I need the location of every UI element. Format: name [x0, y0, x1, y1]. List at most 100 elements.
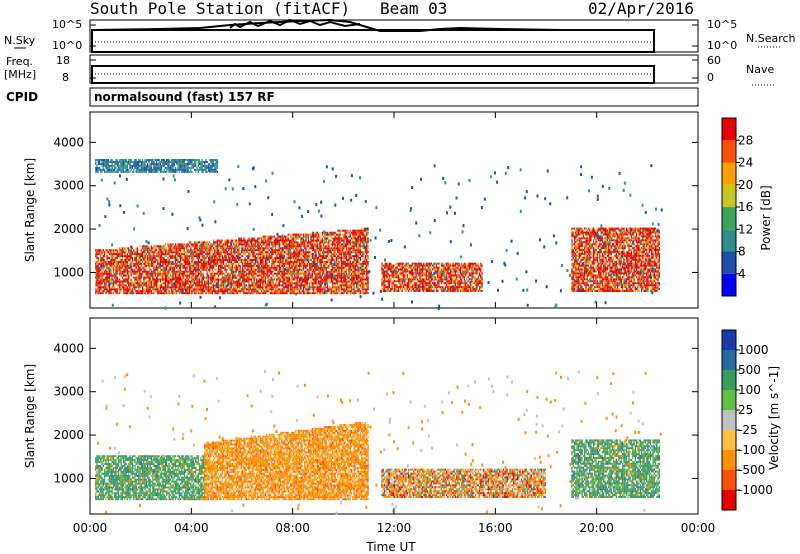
data-cell: [307, 241, 308, 243]
data-cell: [329, 236, 330, 238]
data-cell: [280, 236, 281, 238]
data-cell: [270, 282, 271, 284]
data-cell: [198, 267, 199, 269]
data-cell: [95, 277, 96, 279]
data-cell: [171, 247, 172, 249]
data-cell: [238, 273, 239, 275]
data-cell: [176, 290, 177, 292]
data-cell: [385, 284, 386, 286]
data-cell: [351, 247, 352, 249]
data-cell: [165, 281, 166, 283]
data-cell: [238, 259, 239, 261]
data-cell: [229, 245, 230, 247]
data-cell: [200, 275, 201, 277]
data-cell: [222, 273, 223, 275]
data-cell: [250, 284, 251, 286]
data-cell: [180, 255, 181, 257]
data-cell: [355, 261, 356, 263]
data-cell: [246, 288, 247, 290]
data-cell: [215, 261, 216, 263]
data-cell: [204, 281, 205, 283]
data-cell: [252, 238, 253, 240]
data-cell: [136, 290, 137, 292]
data-cell: [338, 238, 339, 240]
data-cell: [304, 236, 305, 238]
data-cell: [104, 255, 105, 257]
nsearch-top-tick: 10^5: [707, 18, 737, 31]
data-cell: [246, 269, 247, 271]
data-cell: [323, 271, 324, 273]
data-cell: [236, 241, 237, 243]
data-cell: [145, 265, 146, 267]
data-cell: [312, 236, 313, 238]
data-cell: [227, 281, 228, 283]
data-cell: [119, 265, 120, 267]
data-cell: [204, 257, 205, 259]
data-cell: [189, 257, 190, 259]
data-cell: [242, 247, 243, 249]
data-cell: [386, 272, 387, 274]
data-cell: [317, 284, 318, 286]
data-cell: [337, 271, 338, 273]
data-cell: [183, 267, 184, 269]
data-cell: [281, 263, 282, 265]
data-cell: [354, 292, 355, 294]
data-cell: [193, 281, 194, 283]
data-cell: [169, 245, 170, 247]
nave-bottom-tick: 0: [707, 71, 714, 84]
data-cell: [305, 275, 306, 277]
data-cell: [331, 251, 332, 253]
data-cell: [233, 277, 234, 279]
data-cell: [313, 253, 314, 255]
data-cell: [333, 279, 334, 281]
data-cell: [357, 232, 358, 234]
data-cell: [266, 284, 267, 286]
data-cell: [354, 290, 355, 292]
data-cell: [281, 257, 282, 259]
data-cell: [322, 255, 323, 257]
data-cell: [104, 271, 105, 273]
data-cell: [240, 269, 241, 271]
data-cell: [272, 275, 273, 277]
data-cell: [335, 232, 336, 234]
data-cell: [203, 288, 204, 290]
data-cell: [253, 267, 254, 269]
data-cell: [209, 288, 210, 290]
data-cell: [336, 236, 337, 238]
data-cell: [260, 267, 261, 269]
data-cell: [362, 277, 363, 279]
data-cell: [213, 261, 214, 263]
data-cell: [261, 277, 262, 279]
data-cell: [177, 247, 178, 249]
data-cell: [170, 273, 171, 275]
data-cell: [259, 286, 260, 288]
data-cell: [302, 241, 303, 243]
data-cell: [266, 236, 267, 238]
data-cell: [165, 279, 166, 281]
data-cell: [152, 247, 153, 249]
data-cell: [240, 282, 241, 284]
data-cell: [269, 238, 270, 240]
data-cell: [240, 267, 241, 269]
data-cell: [195, 282, 196, 284]
data-cell: [162, 281, 163, 283]
data-cell: [329, 281, 330, 283]
data-cell: [156, 284, 157, 286]
data-cell: [274, 286, 275, 288]
data-cell: [204, 245, 205, 247]
data-cell: [138, 269, 139, 271]
data-cell: [384, 272, 385, 274]
data-cell: [222, 267, 223, 269]
data-cell: [267, 263, 268, 265]
data-cell: [138, 271, 139, 273]
data-cell: [127, 253, 128, 255]
data-cell: [328, 267, 329, 269]
data-cell: [319, 238, 320, 240]
data-cell: [340, 249, 341, 251]
data-cell: [338, 275, 339, 277]
data-cell: [203, 269, 204, 271]
data-cell: [236, 263, 237, 265]
data-cell: [356, 269, 357, 271]
data-cell: [109, 271, 110, 273]
data-cell: [200, 273, 201, 275]
